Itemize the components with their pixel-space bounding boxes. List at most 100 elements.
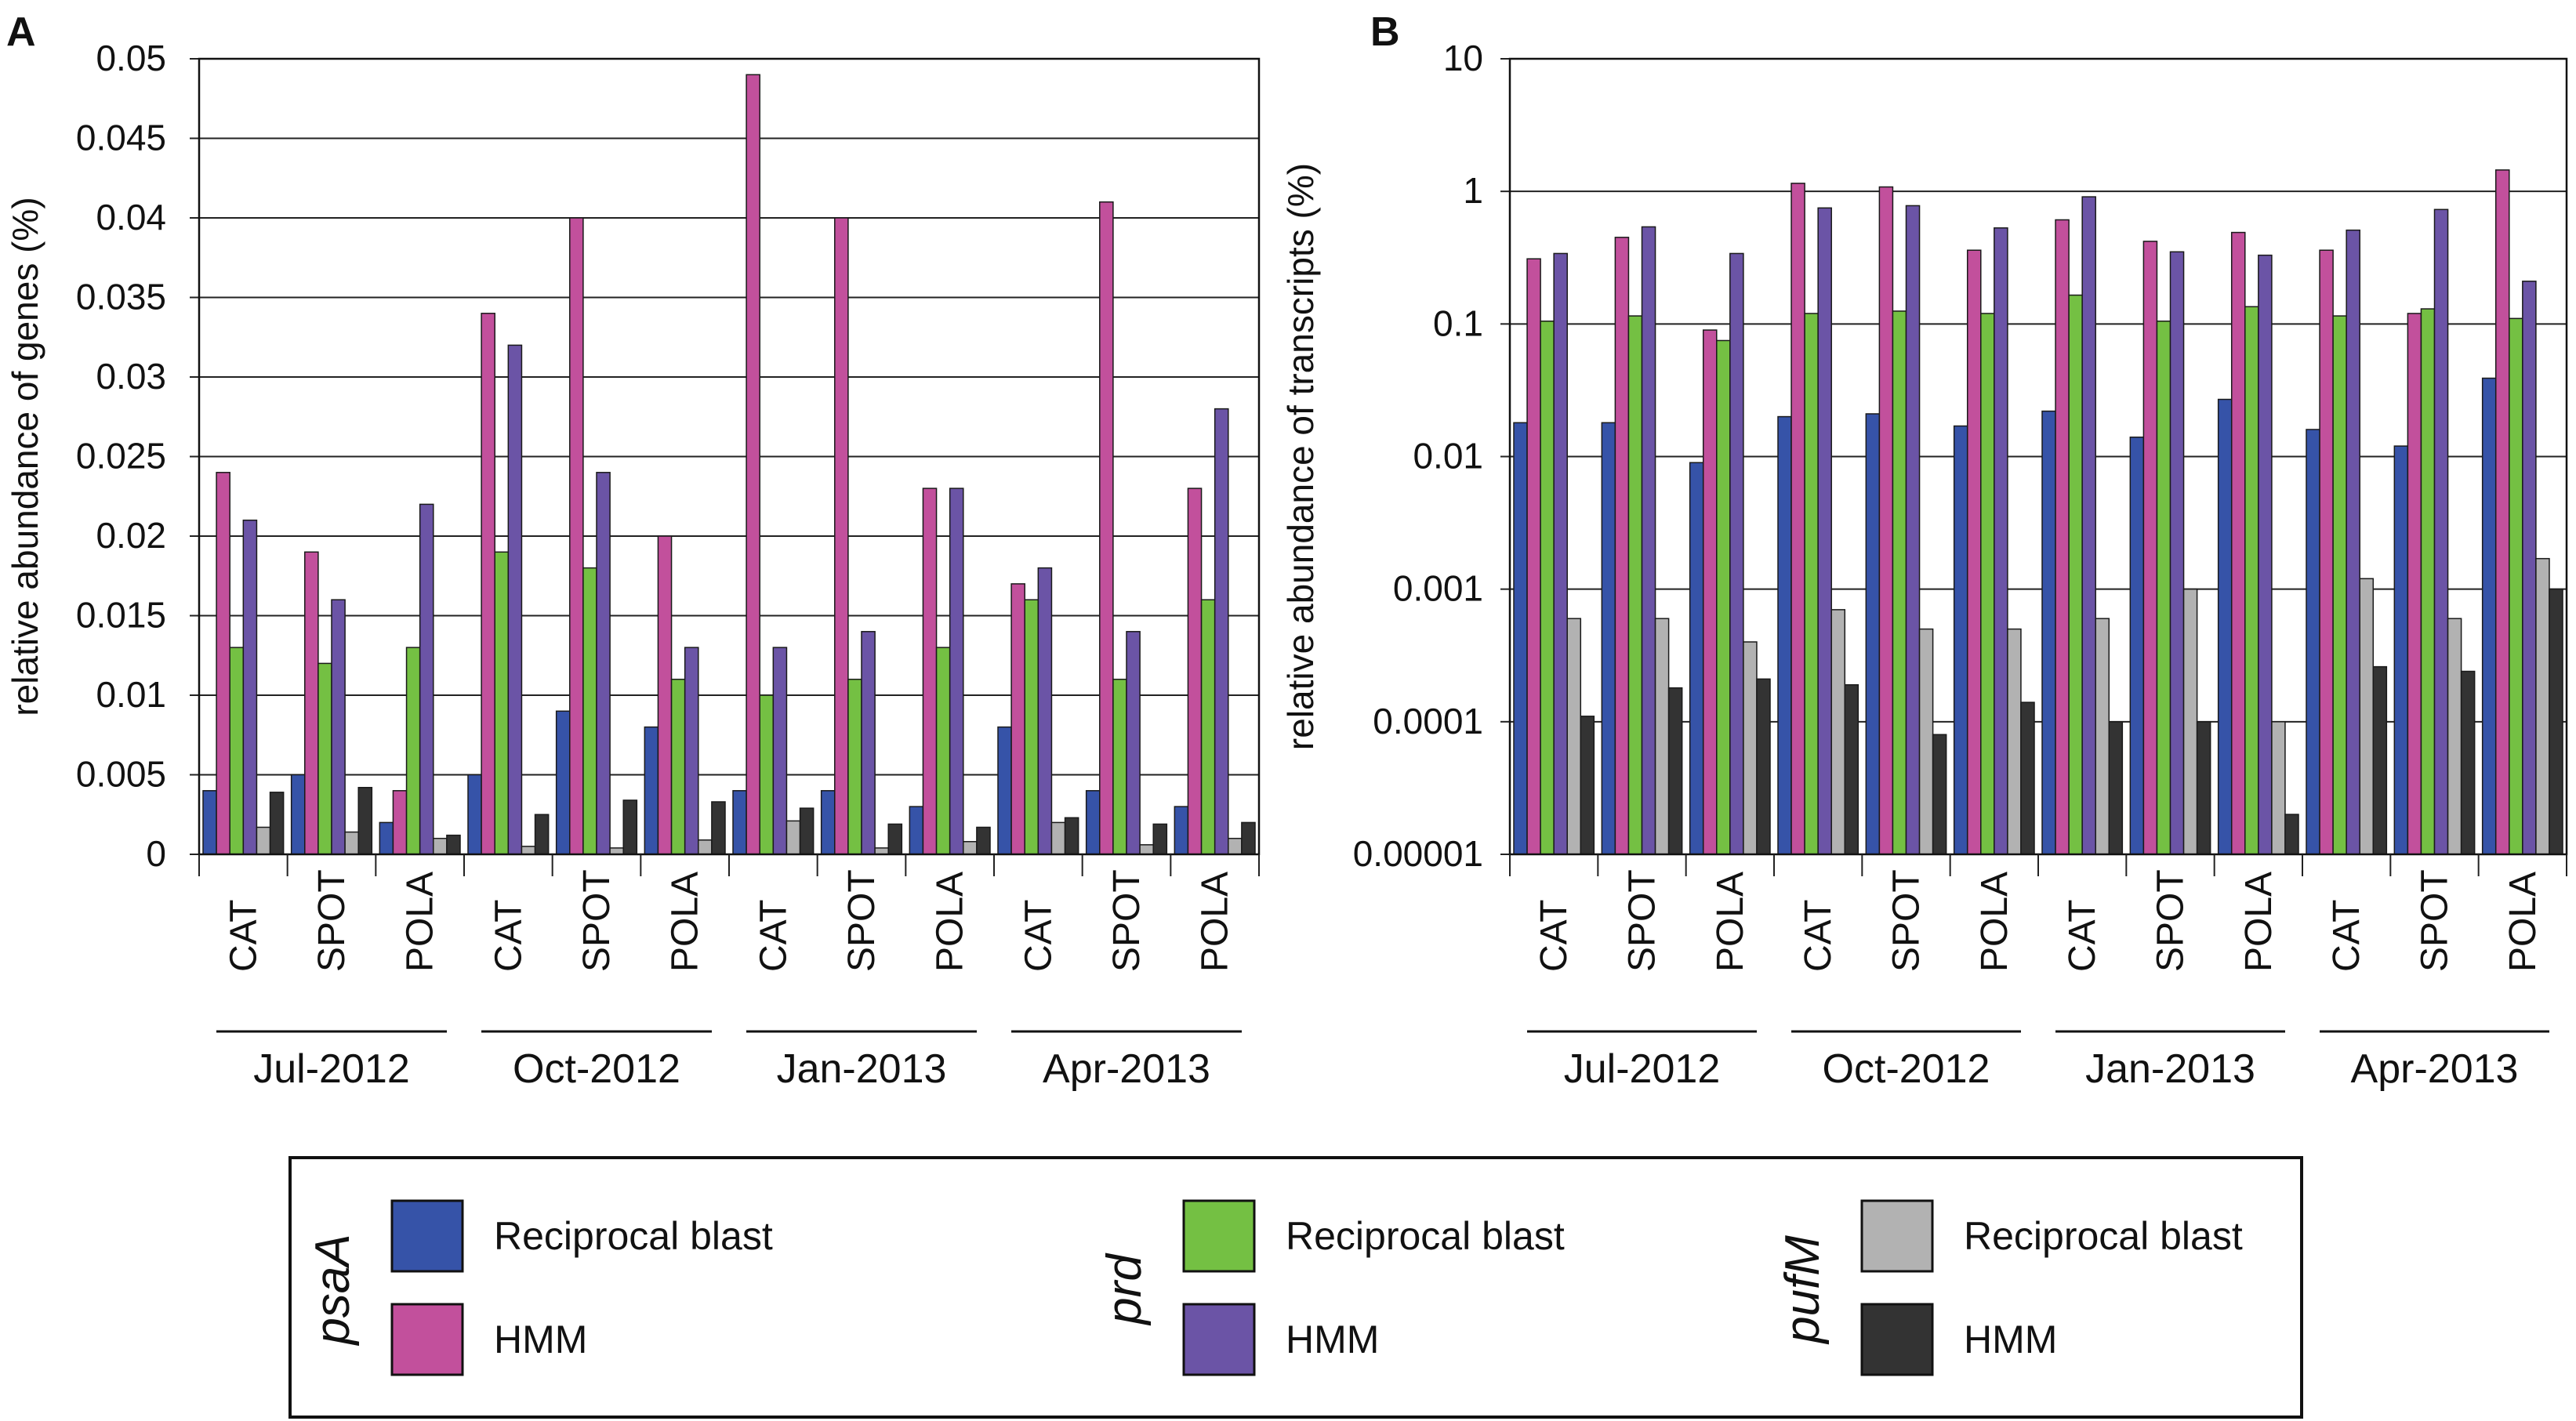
y-tick-label: 0.025 — [76, 436, 166, 477]
x-category-label: SPOT — [311, 869, 353, 972]
bar — [2244, 306, 2259, 855]
bar — [1126, 631, 1141, 855]
bar — [1010, 583, 1025, 855]
bar — [2271, 721, 2286, 855]
y-tick-label: 0.03 — [96, 356, 166, 397]
bar — [2549, 588, 2563, 855]
bar — [799, 807, 815, 855]
bar — [1566, 618, 1582, 855]
bar — [1085, 790, 1101, 855]
bar — [419, 503, 434, 855]
x-category-label: SPOT — [1886, 869, 1928, 972]
x-group-label: Jan-2013 — [777, 1046, 947, 1092]
bar — [997, 726, 1012, 855]
y-tick-label: 0.035 — [76, 277, 166, 317]
x-group-label: Apr-2013 — [1043, 1046, 1210, 1092]
legend-swatch — [390, 1199, 464, 1273]
bar — [317, 662, 332, 855]
x-category-label: SPOT — [841, 869, 883, 972]
bar — [2522, 281, 2537, 855]
legend-swatch — [1860, 1199, 1934, 1273]
bar — [759, 694, 775, 855]
bar — [2108, 721, 2124, 855]
bar — [1553, 252, 1568, 855]
y-axis-label: relative abundance of genes (%) — [5, 197, 45, 716]
bar — [1865, 413, 1881, 855]
bar — [2284, 814, 2299, 855]
legend-gene-label: pufM — [1776, 1235, 1830, 1345]
bar — [732, 790, 747, 855]
bar — [331, 599, 346, 855]
legend-item-label: HMM — [494, 1318, 587, 1361]
bar — [1187, 488, 1203, 855]
y-tick-label: 0.045 — [76, 118, 166, 158]
legend-gene-label: prd — [1098, 1252, 1152, 1326]
bar — [657, 535, 673, 855]
bar — [949, 488, 964, 855]
y-tick-label: 0.005 — [76, 754, 166, 795]
bar — [1689, 462, 1704, 855]
bar — [2081, 196, 2096, 855]
legend-item-label: HMM — [1286, 1318, 1379, 1361]
bar — [379, 821, 394, 855]
x-category-label: CAT — [1533, 900, 1575, 972]
bar — [1654, 618, 1670, 855]
bar — [1641, 226, 1656, 855]
bar — [1037, 567, 1053, 855]
x-category-label: CAT — [2062, 900, 2103, 972]
bar — [1777, 415, 1792, 855]
bar — [963, 841, 978, 855]
x-category-label: POLA — [2238, 872, 2280, 972]
bar — [1953, 425, 1968, 855]
bar — [1152, 823, 1168, 855]
bar — [644, 726, 659, 855]
x-category-label: CAT — [2326, 900, 2367, 972]
x-category-label: POLA — [1195, 872, 1236, 972]
bar — [569, 217, 584, 855]
bar — [1667, 687, 1683, 855]
panel-label: B — [1370, 9, 1400, 55]
bar — [2460, 670, 2476, 855]
x-category-label: POLA — [665, 872, 706, 972]
bar — [2258, 254, 2273, 855]
bar — [2346, 229, 2360, 855]
bar — [861, 631, 876, 855]
bar — [392, 790, 408, 855]
legend-swatch — [1182, 1303, 1256, 1376]
bar — [1918, 628, 1934, 855]
bar — [1932, 734, 1947, 855]
bar — [2494, 169, 2510, 855]
legend-box — [288, 1156, 2303, 1419]
x-category-label: SPOT — [1622, 869, 1664, 972]
bar — [1580, 716, 1595, 855]
bar — [772, 647, 788, 855]
bar — [1994, 227, 2008, 855]
bar — [1905, 205, 1921, 855]
legend-swatch — [390, 1303, 464, 1376]
bar — [2068, 294, 2083, 855]
bar — [746, 74, 760, 855]
bar — [1241, 821, 1256, 855]
bar — [1729, 252, 1744, 855]
bar — [711, 801, 726, 855]
x-group-label: Jul-2012 — [253, 1046, 409, 1092]
x-category-label: CAT — [753, 900, 794, 972]
bar — [2332, 315, 2347, 855]
bar — [1756, 678, 1771, 855]
bar — [2319, 249, 2334, 855]
bar — [2306, 429, 2320, 855]
bar — [2142, 241, 2158, 855]
bar — [494, 551, 510, 855]
bar — [2372, 665, 2388, 855]
bar — [2420, 308, 2436, 855]
bar — [1540, 320, 1555, 855]
bar — [357, 786, 373, 855]
bar — [2041, 410, 2056, 855]
bar — [555, 710, 571, 855]
x-category-label: SPOT — [2415, 869, 2456, 972]
legend-swatch — [1860, 1303, 1934, 1376]
bar — [1830, 609, 1846, 855]
bar — [1892, 310, 1907, 855]
bar — [1050, 821, 1066, 855]
y-tick-label: 0.0001 — [1373, 701, 1483, 741]
